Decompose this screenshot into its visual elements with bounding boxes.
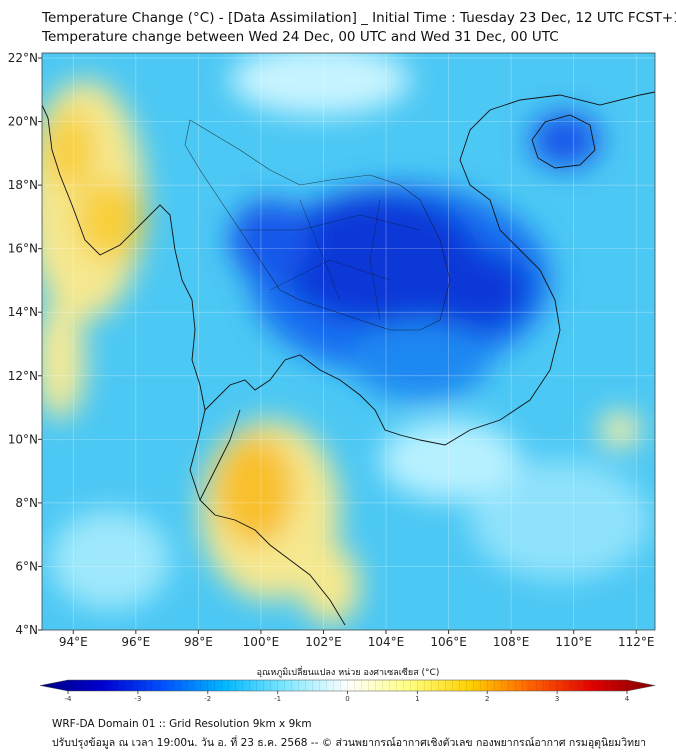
- lon-label: 104°E: [368, 635, 405, 649]
- lat-label: 8°N: [15, 496, 38, 510]
- lat-label: 18°N: [8, 178, 38, 192]
- colorbar-tick-label: 1: [415, 695, 419, 703]
- lat-label: 16°N: [8, 242, 38, 256]
- lon-label: 102°E: [305, 635, 342, 649]
- lon-label: 96°E: [121, 635, 150, 649]
- lat-label: 14°N: [8, 305, 38, 319]
- colorbar-tick-label: 0: [345, 695, 349, 703]
- map-frame: [41, 52, 656, 631]
- colorbar: -4 -3 -2 -1 0 1 2 3 4: [39, 679, 656, 703]
- lat-label: 12°N: [8, 369, 38, 383]
- colorbar-title: อุณหภูมิเปลี่ยนแปลง หน่วย องศาเซลเซียส (…: [256, 668, 440, 678]
- footer-model-info: WRF-DA Domain 01 :: Grid Resolution 9km …: [52, 718, 312, 730]
- map-subtitle: Temperature change between Wed 24 Dec, 0…: [42, 29, 559, 45]
- colorbar-tick-label: 4: [625, 695, 630, 703]
- graticule: [42, 53, 655, 630]
- lon-label: 108°E: [493, 635, 530, 649]
- coastlines: [42, 91, 655, 626]
- map-title: Temperature Change (°C) - [Data Assimila…: [42, 10, 676, 26]
- lon-label: 106°E: [430, 635, 467, 649]
- lat-label: 20°N: [8, 115, 38, 129]
- footer-update-info: ปรับปรุงข้อมูล ณ เวลา 19:00น. วัน อ. ที่…: [52, 737, 647, 749]
- lat-label: 10°N: [8, 432, 38, 446]
- colorbar-tick-label: 2: [485, 695, 489, 703]
- field-layer: [42, 53, 655, 630]
- lon-label: 98°E: [184, 635, 213, 649]
- colorbar-tick-label: -4: [65, 695, 73, 703]
- lat-axis: 4°N 6°N 8°N 10°N 12°N 14°N 16°N 18°N 20°N 22°N: [8, 51, 42, 637]
- lon-axis: 94°E 96°E 98°E 100°E 102°E 104°E 106°E 108°E 110…: [59, 630, 655, 649]
- lat-label: 4°N: [15, 623, 38, 637]
- colorbar-tick-label: -3: [134, 695, 141, 703]
- lat-label: 6°N: [15, 559, 38, 573]
- lon-label: 112°E: [618, 635, 655, 649]
- lon-label: 110°E: [555, 635, 592, 649]
- lat-label: 22°N: [8, 51, 38, 65]
- colorbar-tick-label: -1: [274, 695, 281, 703]
- lon-label: 100°E: [243, 635, 280, 649]
- lon-label: 94°E: [59, 635, 88, 649]
- colorbar-tick-label: 3: [555, 695, 559, 703]
- colorbar-tick-label: -2: [204, 695, 211, 703]
